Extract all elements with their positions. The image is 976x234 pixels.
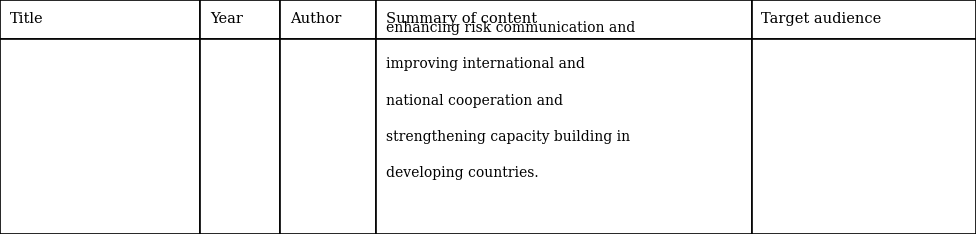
Text: developing countries.: developing countries. — [386, 166, 538, 180]
Text: Summary of content: Summary of content — [386, 12, 537, 26]
Bar — [376, 39, 752, 234]
Bar — [752, 0, 976, 39]
Bar — [0, 39, 200, 234]
Text: enhancing risk communication and: enhancing risk communication and — [386, 21, 634, 35]
Text: improving international and: improving international and — [386, 57, 585, 71]
Text: national cooperation and: national cooperation and — [386, 94, 562, 108]
Bar — [752, 39, 976, 234]
Text: Year: Year — [210, 12, 243, 26]
Text: Target audience: Target audience — [761, 12, 881, 26]
Text: Title: Title — [10, 12, 43, 26]
Bar — [376, 0, 752, 39]
Bar — [280, 0, 376, 39]
Bar — [200, 0, 280, 39]
Bar — [0, 0, 200, 39]
Text: strengthening capacity building in: strengthening capacity building in — [386, 130, 630, 144]
Text: Author: Author — [290, 12, 342, 26]
Bar — [280, 39, 376, 234]
Bar — [200, 39, 280, 234]
